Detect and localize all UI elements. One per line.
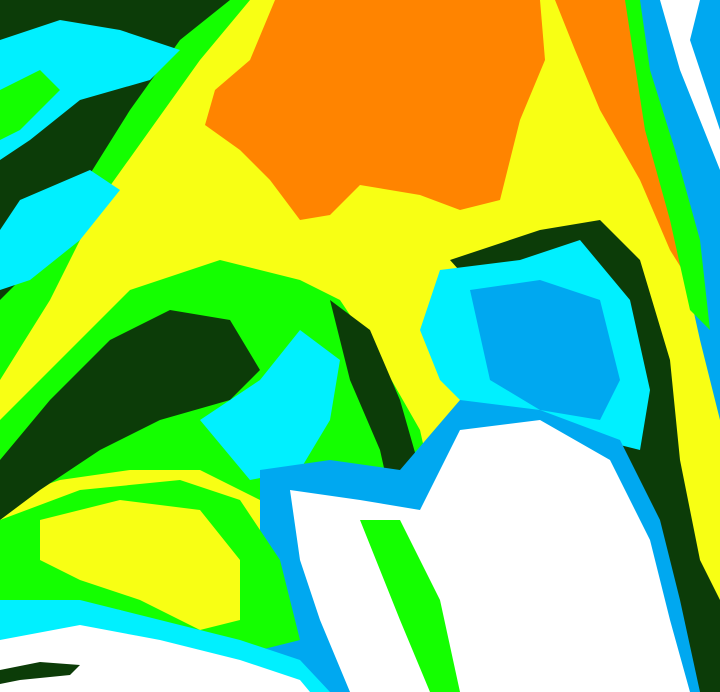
white-streak-topright — [660, 0, 720, 170]
cyan-patch-topleft — [0, 20, 180, 160]
white-region-bottom — [290, 420, 690, 692]
orange-strip-right — [555, 0, 695, 290]
cyan-region-left-center — [200, 330, 340, 480]
cyan-patch-left — [0, 170, 120, 290]
darkgreen-line-bottomleft — [0, 662, 80, 684]
darkgreen-band-middle — [0, 310, 260, 520]
darkgreen-region-right — [450, 220, 720, 692]
green-edge-right — [625, 0, 710, 330]
orange-region-top — [205, 0, 545, 220]
lightblue-region-center — [470, 280, 620, 420]
yellow-patch-bottomleft — [40, 500, 240, 630]
green-strip-left — [0, 70, 60, 140]
green-streak-bottom — [360, 520, 460, 692]
white-band-bottomleft — [0, 625, 310, 692]
